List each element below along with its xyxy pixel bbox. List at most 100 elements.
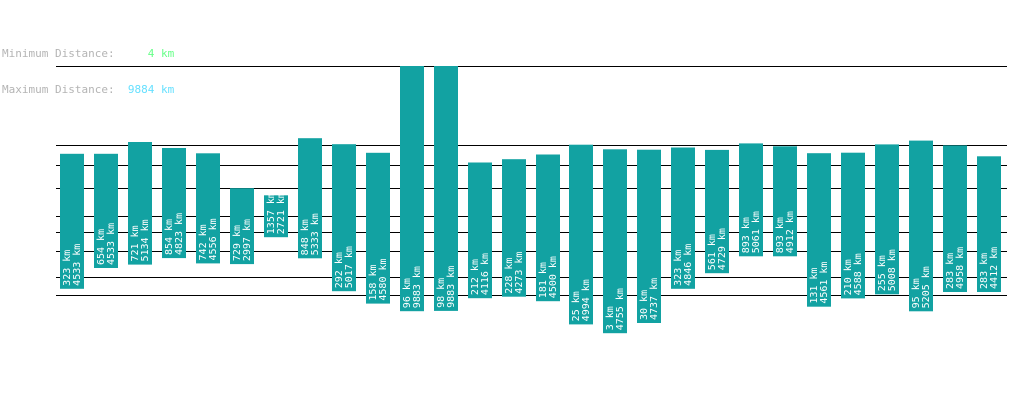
distance-bar-10: 158 km 4580 km xyxy=(366,152,390,304)
bar-max-label: 4755 km xyxy=(615,288,626,330)
distance-bar-22: 893 km 4912 km xyxy=(773,146,797,257)
bar-min-label: 654 km xyxy=(96,229,107,265)
bar-min-label: 323 km xyxy=(673,250,684,286)
bar-rect xyxy=(773,146,797,257)
bar-rect xyxy=(977,156,1001,292)
distance-bar-6: 729 km 2997 km xyxy=(230,188,254,265)
bar-rect xyxy=(468,162,492,299)
bar-max-label: 5008 km xyxy=(887,249,898,291)
bar-min-label: 25 km xyxy=(571,291,582,321)
bar-max-label: 4737 km xyxy=(649,278,660,320)
bar-max-label: 4846 km xyxy=(683,244,694,286)
bar-max-label: 4412 km xyxy=(989,247,1000,289)
bar-rect xyxy=(502,159,526,297)
min-distance-value: 4 km xyxy=(147,47,175,60)
bar-min-label: 228 km xyxy=(504,258,515,294)
bar-rect xyxy=(264,195,288,238)
distance-bar-20: 561 km 4729 km xyxy=(705,149,729,274)
distance-bar-13: 212 km 4116 km xyxy=(468,162,492,299)
bar-max-label: 4588 km xyxy=(853,253,864,295)
distance-bar-27: 283 km 4958 km xyxy=(943,145,967,292)
distance-bar-11: 96 km 9883 km xyxy=(400,66,424,312)
bar-rect xyxy=(366,152,390,304)
max-distance-row: Maximum Distance: 9884 km xyxy=(2,84,174,96)
distance-bar-17: 3 km 4755 km xyxy=(603,149,627,334)
bar-max-label: 2721 km xyxy=(276,192,287,234)
bar-rect xyxy=(298,138,322,259)
bar-max-label: 4994 km xyxy=(581,279,592,321)
max-distance-value: 9884 km xyxy=(127,83,175,96)
bar-min-label: 30 km xyxy=(639,290,650,320)
bar-min-label: 181 km xyxy=(538,262,549,298)
distance-bar-26: 95 km 5205 km xyxy=(909,140,933,312)
bar-min-label: 98 km xyxy=(436,278,447,308)
bar-rect xyxy=(671,147,695,289)
bar-rect xyxy=(332,144,356,292)
bar-rect xyxy=(434,66,458,311)
bar-rect xyxy=(60,153,84,289)
bar-min-label: 893 km xyxy=(741,217,752,253)
bar-min-label: 292 km xyxy=(334,252,345,288)
bar-min-label: 158 km xyxy=(368,264,379,300)
distance-bar-28: 283 km 4412 km xyxy=(977,156,1001,292)
bar-max-label: 4116 km xyxy=(480,253,491,295)
bar-max-label: 4561 km xyxy=(819,262,830,304)
bar-min-label: 1357 km xyxy=(266,192,277,234)
bar-min-label: 893 km xyxy=(775,217,786,253)
distance-bar-24: 210 km 4588 km xyxy=(841,152,865,299)
bar-min-label: 323 km xyxy=(62,250,73,286)
bar-rect xyxy=(536,154,560,302)
bar-max-label: 5333 km xyxy=(310,213,321,255)
distance-bar-2: 654 km 4533 km xyxy=(94,153,118,268)
bar-rect xyxy=(603,149,627,334)
distance-bar-1: 323 km 4533 km xyxy=(60,153,84,289)
distance-bar-19: 323 km 4846 km xyxy=(671,147,695,289)
bar-min-label: 283 km xyxy=(945,253,956,289)
bar-rect xyxy=(196,153,220,264)
distance-bar-9: 292 km 5017 km xyxy=(332,144,356,292)
distance-bar-7: 1357 km 2721 km xyxy=(264,192,288,238)
bar-max-label: 4533 km xyxy=(106,223,117,265)
bar-min-label: 255 km xyxy=(877,255,888,291)
bar-max-label: 2997 km xyxy=(242,219,253,261)
bar-min-label: 561 km xyxy=(707,234,718,270)
bar-rect xyxy=(400,66,424,312)
bar-max-label: 4533 km xyxy=(72,244,83,286)
distance-bar-8: 848 km 5333 km xyxy=(298,138,322,259)
bar-max-label: 5205 km xyxy=(921,266,932,308)
bar-min-label: 729 km xyxy=(232,225,243,261)
distance-bar-21: 893 km 5061 km xyxy=(739,143,763,257)
distance-bar-14: 228 km 4273 km xyxy=(502,159,526,297)
distance-bar-4: 854 km 4823 km xyxy=(162,148,186,259)
bar-max-label: 4580 km xyxy=(378,258,389,300)
bar-min-label: 721 km xyxy=(130,225,141,261)
bar-rect xyxy=(162,148,186,259)
distance-bar-12: 98 km 9883 km xyxy=(434,66,458,311)
bar-rect xyxy=(807,153,831,307)
bar-min-label: 131 km xyxy=(809,268,820,304)
bar-min-label: 212 km xyxy=(470,259,481,295)
bar-max-label: 5017 km xyxy=(344,246,355,288)
bar-min-label: 848 km xyxy=(300,219,311,255)
bar-rect xyxy=(94,153,118,268)
bar-max-label: 9883 km xyxy=(412,266,423,308)
bar-rect xyxy=(569,144,593,325)
bar-max-label: 4912 km xyxy=(785,211,796,253)
bar-min-label: 3 km xyxy=(605,306,616,330)
bar-max-label: 4556 km xyxy=(208,218,219,260)
distance-bar-15: 181 km 4500 km xyxy=(536,154,560,302)
bar-max-label: 5061 km xyxy=(751,211,762,253)
min-distance-row: Minimum Distance: 4 km xyxy=(2,48,174,60)
bar-rect xyxy=(943,145,967,292)
distance-bar-18: 30 km 4737 km xyxy=(637,149,661,323)
min-distance-label: Minimum Distance: xyxy=(2,47,115,60)
distance-bar-5: 742 km 4556 km xyxy=(196,153,220,264)
max-distance-label: Maximum Distance: xyxy=(2,83,115,96)
bar-rect xyxy=(909,140,933,312)
distance-summary: Minimum Distance: 4 km Maximum Distance:… xyxy=(2,24,174,108)
bar-max-label: 5134 km xyxy=(140,219,151,261)
bar-min-label: 742 km xyxy=(198,224,209,260)
bar-max-label: 4500 km xyxy=(548,256,559,298)
bar-min-label: 283 km xyxy=(979,253,990,289)
